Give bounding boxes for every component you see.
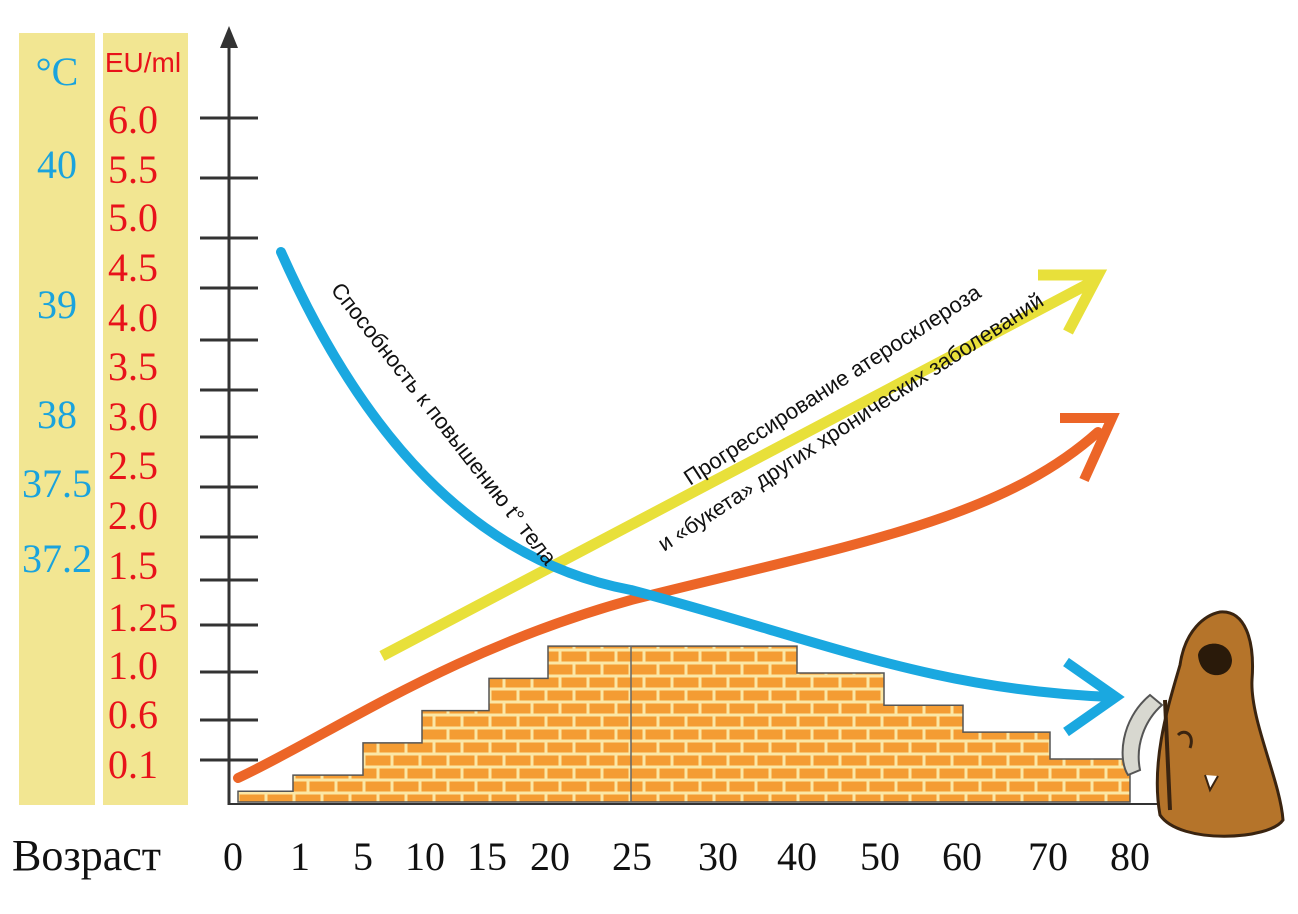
brick-stepped-area bbox=[237, 645, 1131, 803]
eu-tick-label: 4.0 bbox=[108, 295, 158, 340]
x-tick-label: 30 bbox=[698, 834, 738, 879]
x-axis-tick-labels: 0 1 5 10 15 20 25 30 40 50 60 70 80 bbox=[223, 834, 1150, 879]
eu-tick-label: 1.0 bbox=[108, 643, 158, 688]
eu-tick-label: 5.0 bbox=[108, 195, 158, 240]
x-tick-label: 40 bbox=[777, 834, 817, 879]
eu-tick-label: 3.0 bbox=[108, 394, 158, 439]
eu-tick-label: 4.5 bbox=[108, 245, 158, 290]
temperature-tick-label: 37.5 bbox=[22, 461, 92, 506]
temperature-tick-label: 37.2 bbox=[22, 536, 92, 581]
series-orange-arrowhead bbox=[1060, 413, 1120, 483]
series-yellow-line bbox=[379, 277, 1095, 661]
eu-tick-label: 0.6 bbox=[108, 692, 158, 737]
series-orange-curve bbox=[233, 427, 1103, 783]
x-tick-label: 80 bbox=[1110, 834, 1150, 879]
x-tick-label: 0 bbox=[223, 834, 243, 879]
eu-tick-label: 5.5 bbox=[108, 147, 158, 192]
temperature-tick-labels: 40 39 38 37.5 37.2 bbox=[22, 142, 92, 581]
x-tick-label: 10 bbox=[405, 834, 445, 879]
x-tick-label: 25 bbox=[612, 834, 652, 879]
x-tick-label: 50 bbox=[860, 834, 900, 879]
eu-tick-labels: 6.0 5.55.0 4.5 4.03.5 3.02.5 2.0 1.5 1.251.00.6… bbox=[108, 97, 178, 787]
eu-tick-label: 2.0 bbox=[108, 493, 158, 538]
eu-tick-label: 3.5 bbox=[108, 344, 158, 389]
series-blue-curve bbox=[276, 247, 1117, 702]
eu-tick-label: 6.0 bbox=[108, 97, 158, 142]
x-axis-title: Возраст bbox=[12, 831, 161, 880]
eu-tick-label: 1.25 bbox=[108, 595, 178, 640]
yellow-curve-label-line1: Прогрессирование атеросклероза bbox=[679, 279, 986, 490]
eu-tick-label: 0.1 bbox=[108, 742, 158, 787]
temperature-tick-label: 39 bbox=[37, 282, 77, 327]
eu-tick-label: 1.5 bbox=[108, 543, 158, 588]
series-yellow-arrowhead bbox=[1038, 269, 1108, 335]
grim-reaper-icon bbox=[1121, 610, 1285, 838]
y-axis-ticks bbox=[200, 116, 258, 762]
x-tick-label: 15 bbox=[467, 834, 507, 879]
blue-curve-label: Способность к повышению t° тела bbox=[326, 278, 562, 571]
series-blue-arrowhead bbox=[1063, 657, 1125, 737]
eu-panel bbox=[103, 33, 188, 805]
x-tick-label: 1 bbox=[290, 834, 310, 879]
eu-unit: EU/ml bbox=[105, 47, 181, 78]
x-tick-label: 5 bbox=[353, 834, 373, 879]
x-tick-label: 20 bbox=[530, 834, 570, 879]
yellow-curve-label-line2: и «букета» других хронических заболевани… bbox=[653, 288, 1048, 557]
x-tick-label: 60 bbox=[942, 834, 982, 879]
y-axis-arrowhead bbox=[220, 26, 238, 48]
temperature-panel bbox=[19, 33, 95, 805]
temperature-unit: °C bbox=[36, 49, 79, 94]
temperature-tick-label: 38 bbox=[37, 392, 77, 437]
temperature-tick-label: 40 bbox=[37, 142, 77, 187]
eu-tick-label: 2.5 bbox=[108, 443, 158, 488]
x-tick-label: 70 bbox=[1028, 834, 1068, 879]
